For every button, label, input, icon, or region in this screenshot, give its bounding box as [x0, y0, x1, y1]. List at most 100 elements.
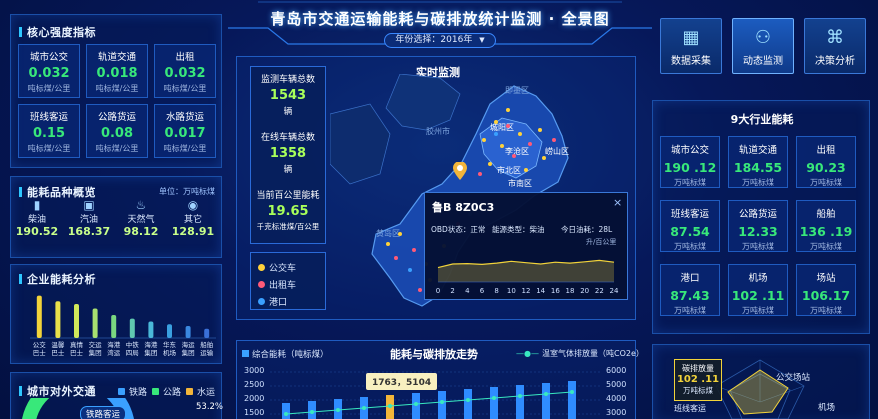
- trend-point[interactable]: [388, 404, 392, 408]
- nav-button-decision[interactable]: ⌘ 决策分析: [804, 18, 866, 74]
- industry-value: 106.17: [801, 288, 851, 303]
- trend-point[interactable]: [544, 392, 548, 396]
- map-district-label: 即墨区: [505, 86, 529, 95]
- core-card[interactable]: 公路货运 0.08 吨标煤/公里: [86, 104, 148, 158]
- vehicle-dot[interactable]: [506, 108, 510, 112]
- enterprise-category-label: 中铁四局: [126, 340, 140, 357]
- monitor-legend-item[interactable]: 出租车: [258, 278, 296, 291]
- enterprise-bar[interactable]: [111, 315, 117, 338]
- industry-name: 船舶: [816, 209, 836, 220]
- core-card-unit: 吨标煤/公里: [163, 84, 207, 93]
- vehicle-dot[interactable]: [506, 124, 510, 128]
- trend-bar[interactable]: [516, 385, 524, 419]
- enterprise-bar[interactable]: [167, 324, 172, 338]
- nav-button-data-collect[interactable]: ▦ 数据采集: [660, 18, 722, 74]
- industry-card[interactable]: 港口 87.43 万吨标煤: [660, 264, 720, 316]
- core-card-value: 0.018: [96, 66, 138, 81]
- drop-icon: ◉: [187, 198, 199, 212]
- monitor-legend-item[interactable]: 公交车: [258, 261, 296, 274]
- trend-point[interactable]: [362, 406, 366, 410]
- industry-card[interactable]: 城市公交 190 .12 万吨标煤: [660, 136, 720, 188]
- enterprise-bar[interactable]: [74, 303, 79, 338]
- fuel-x-tick: 10: [507, 287, 516, 295]
- trend-left-tick: 1500: [244, 408, 265, 417]
- monitor-stat-label: 监测车辆总数: [260, 75, 315, 85]
- trend-point[interactable]: [492, 396, 496, 400]
- core-card-value: 0.017: [164, 126, 206, 141]
- core-card[interactable]: 出租 0.032 吨标煤/公里: [154, 44, 216, 98]
- industry-card[interactable]: 船舶 136 .19 万吨标煤: [796, 200, 856, 252]
- monitor-legend-item[interactable]: 港口: [258, 295, 287, 308]
- enterprise-bar[interactable]: [36, 295, 42, 338]
- vehicle-dot[interactable]: [482, 138, 486, 142]
- vehicle-dot[interactable]: [524, 168, 528, 172]
- trend-point[interactable]: [310, 410, 314, 414]
- trend-bar[interactable]: [464, 389, 472, 419]
- location-pin-icon[interactable]: [453, 161, 467, 180]
- vehicle-dot[interactable]: [552, 138, 556, 142]
- enterprise-bar[interactable]: [92, 308, 98, 338]
- trend-point[interactable]: [518, 394, 522, 398]
- vehicle-dot[interactable]: [412, 248, 416, 252]
- enterprise-bar[interactable]: [148, 321, 154, 338]
- vehicle-dot[interactable]: [528, 142, 532, 146]
- trend-point[interactable]: [466, 398, 470, 402]
- industry-card[interactable]: 机场 102 .11 万吨标煤: [728, 264, 788, 316]
- trend-bar[interactable]: [542, 383, 550, 419]
- fuel-x-tick: 4: [465, 287, 470, 295]
- core-card[interactable]: 水路货运 0.017 吨标煤/公里: [154, 104, 216, 158]
- vehicle-dot[interactable]: [398, 232, 402, 236]
- enterprise-bar[interactable]: [129, 318, 135, 338]
- trend-point[interactable]: [336, 408, 340, 412]
- core-card[interactable]: 轨道交通 0.018 吨标煤/公里: [86, 44, 148, 98]
- industry-card[interactable]: 出租 90.23 万吨标煤: [796, 136, 856, 188]
- trend-bar[interactable]: [568, 381, 576, 419]
- vehicle-dot[interactable]: [386, 242, 390, 246]
- industry-card[interactable]: 场站 106.17 万吨标煤: [796, 264, 856, 316]
- trend-bar[interactable]: [438, 391, 446, 419]
- enterprise-bar[interactable]: [55, 301, 61, 338]
- vehicle-dot[interactable]: [542, 156, 546, 160]
- industry-card[interactable]: 轨道交通 184.55 万吨标煤: [728, 136, 788, 188]
- legend-dot-icon: [258, 281, 265, 288]
- monitor-stat-value: 1543: [269, 88, 307, 103]
- vehicle-dot[interactable]: [512, 154, 516, 158]
- trend-point[interactable]: [440, 400, 444, 404]
- core-card[interactable]: 班线客运 0.15 吨标煤/公里: [18, 104, 80, 158]
- trend-point[interactable]: [284, 412, 288, 416]
- nav-button-label: 数据采集: [671, 56, 711, 67]
- vehicle-dot[interactable]: [494, 120, 498, 124]
- vehicle-dot[interactable]: [408, 268, 412, 272]
- enterprise-bar[interactable]: [204, 328, 210, 338]
- vehicle-dot[interactable]: [494, 132, 498, 136]
- close-icon[interactable]: ×: [613, 196, 623, 209]
- vehicle-dot[interactable]: [418, 288, 422, 292]
- trend-title: 能耗与碳排放走势: [390, 348, 478, 361]
- industry-unit: 万吨标煤: [810, 306, 842, 315]
- vehicle-dot[interactable]: [538, 128, 542, 132]
- industry-name: 出租: [816, 145, 836, 156]
- year-select[interactable]: 年份选择：2016年 ▼: [384, 33, 496, 48]
- industry-card[interactable]: 班线客运 87.54 万吨标煤: [660, 200, 720, 252]
- legend-dot-icon: [258, 298, 265, 305]
- vehicle-dot[interactable]: [500, 144, 504, 148]
- map-district-label: 城阳区: [490, 123, 514, 132]
- vehicle-dot[interactable]: [394, 256, 398, 260]
- trend-bar[interactable]: [490, 387, 498, 419]
- monitor-stat-unit: 千克标准煤/百公里: [256, 222, 320, 231]
- vehicle-dot[interactable]: [478, 172, 482, 176]
- trend-point[interactable]: [414, 402, 418, 406]
- core-card[interactable]: 城市公交 0.032 吨标煤/公里: [18, 44, 80, 98]
- nav-button-dynamic-monitor[interactable]: ⚇ 动态监测: [732, 18, 794, 74]
- trend-bar[interactable]: [282, 403, 290, 419]
- legend-dot-icon: [152, 388, 159, 395]
- enterprise-bar[interactable]: [185, 326, 191, 338]
- flame-icon: ♨: [135, 198, 147, 212]
- industry-value: 136 .19: [799, 224, 853, 239]
- trend-point[interactable]: [570, 390, 574, 394]
- industry-card[interactable]: 公路货运 12.33 万吨标煤: [728, 200, 788, 252]
- trend-right-legend: —●— 温室气体排放量（吨CO2e）: [516, 348, 644, 359]
- core-card-unit: 吨标煤/公里: [27, 84, 71, 93]
- vehicle-dot[interactable]: [488, 162, 492, 166]
- vehicle-dot[interactable]: [518, 132, 522, 136]
